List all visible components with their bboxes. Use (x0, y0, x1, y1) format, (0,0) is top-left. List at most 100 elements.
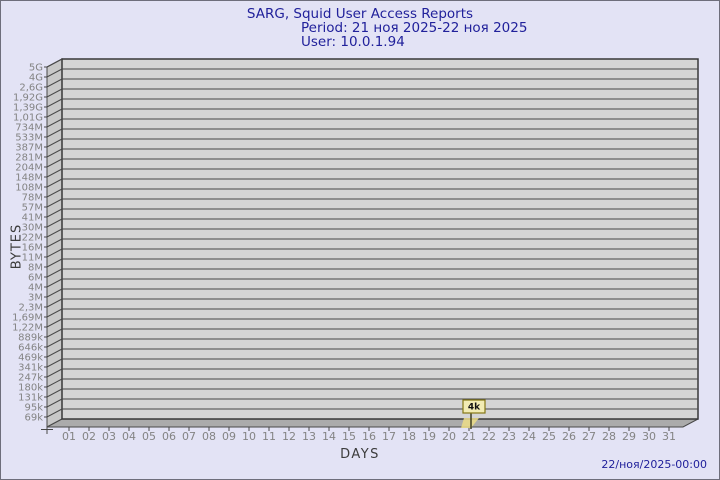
y-tick-label: 131k (18, 393, 43, 404)
x-tick-label: 29 (622, 430, 636, 443)
y-tick-label: 469k (18, 353, 43, 364)
y-tick-label: 148M (15, 173, 43, 184)
x-tick-label: 26 (562, 430, 576, 443)
report-user: User: 10.0.1.94 (301, 34, 405, 50)
y-tick-label: 4G (29, 73, 43, 84)
y-tick-label: 30M (22, 223, 43, 234)
x-tick-label: 03 (102, 430, 116, 443)
y-tick-label: 533M (15, 133, 43, 144)
y-tick-label: 22M (22, 233, 43, 244)
y-tick-label: 1,39G (13, 103, 43, 114)
y-tick-label: 16M (22, 243, 43, 254)
x-tick-label: 12 (282, 430, 296, 443)
y-tick-label: 646k (18, 343, 43, 354)
report-period: Period: 21 ноя 2025-22 ноя 2025 (301, 20, 528, 36)
y-tick (44, 78, 63, 88)
x-tick-label: 21 (462, 430, 476, 443)
x-axis-title: DAYS (340, 447, 380, 462)
y-tick (44, 368, 63, 378)
x-tick-label: 05 (142, 430, 156, 443)
y-tick-label: 41M (22, 213, 43, 224)
y-tick (44, 338, 63, 348)
y-tick (44, 318, 63, 328)
x-tick-label: 31 (662, 430, 676, 443)
x-tick-label: 22 (482, 430, 496, 443)
y-tick (44, 298, 63, 308)
y-tick-label: 4M (28, 283, 43, 294)
y-tick-label: 1,92G (13, 93, 43, 104)
y-tick-label: 57M (22, 203, 43, 214)
y-tick-label: 281M (15, 153, 43, 164)
y-tick (44, 258, 63, 268)
y-tick-label: 78M (22, 193, 43, 204)
x-tick-label: 30 (642, 430, 656, 443)
y-tick (44, 88, 63, 98)
x-tick-label: 24 (522, 430, 536, 443)
y-tick (44, 148, 63, 158)
y-tick (44, 248, 63, 258)
y-tick (44, 58, 63, 68)
y-tick-label: 1,69M (12, 313, 43, 324)
y-tick (44, 128, 63, 138)
x-tick-label: 07 (182, 430, 196, 443)
page-title: SARG, Squid User Access Reports (246, 6, 474, 22)
y-tick-label: 387M (15, 143, 43, 154)
x-tick-label: 19 (422, 430, 436, 443)
y-tick (44, 308, 63, 318)
x-tick-label: 02 (82, 430, 96, 443)
y-tick-label: 2,3M (18, 303, 43, 314)
y-tick-label: 3M (28, 293, 43, 304)
x-tick-label: 17 (382, 430, 396, 443)
y-tick-label: 734M (15, 123, 43, 134)
y-tick (44, 158, 63, 168)
y-tick (44, 268, 63, 278)
x-tick-label: 16 (362, 430, 376, 443)
marker-label: 4k (468, 403, 481, 413)
y-tick-label: 247k (18, 373, 43, 384)
y-tick-label: 2,6G (19, 83, 43, 94)
x-tick-label: 27 (582, 430, 596, 443)
y-tick (44, 168, 63, 178)
x-tick-label: 23 (502, 430, 516, 443)
y-tick (44, 198, 63, 208)
y-tick-label: 1,22M (12, 323, 43, 334)
y-tick (44, 408, 63, 418)
y-tick-label: 8M (28, 263, 43, 274)
report-datetime: 22/ноя/2025-00:00 (601, 458, 707, 471)
y-tick-label: 180k (18, 383, 43, 394)
y-tick-label: 341k (18, 363, 43, 374)
y-tick-label: 11M (22, 253, 43, 264)
y-tick-label: 108M (15, 183, 43, 194)
y-tick-label: 5G (29, 63, 43, 74)
y-tick (44, 228, 63, 238)
y-tick (44, 68, 63, 78)
y-tick (44, 328, 63, 338)
y-tick (44, 178, 63, 188)
x-tick-label: 04 (122, 430, 136, 443)
plot-floor-face (46, 418, 699, 428)
y-tick-label: 204M (15, 163, 43, 174)
x-tick-label: 25 (542, 430, 556, 443)
y-tick-label: 6M (28, 273, 43, 284)
y-tick (44, 378, 63, 388)
x-tick-label: 28 (602, 430, 616, 443)
y-tick (44, 118, 63, 128)
y-tick (44, 208, 63, 218)
y-tick-label: 889k (18, 333, 43, 344)
x-tick-label: 01 (62, 430, 76, 443)
y-tick (44, 188, 63, 198)
y-tick (44, 238, 63, 248)
y-tick-label: 95k (24, 403, 43, 414)
y-tick (44, 108, 63, 118)
x-tick-label: 20 (442, 430, 456, 443)
y-tick (44, 358, 63, 368)
y-tick (44, 398, 63, 408)
y-tick (44, 288, 63, 298)
x-tick-label: 13 (302, 430, 316, 443)
x-tick-label: 18 (402, 430, 416, 443)
x-tick-label: 15 (342, 430, 356, 443)
marker-box (462, 399, 486, 414)
x-tick-label: 10 (242, 430, 256, 443)
x-tick-label: 14 (322, 430, 336, 443)
